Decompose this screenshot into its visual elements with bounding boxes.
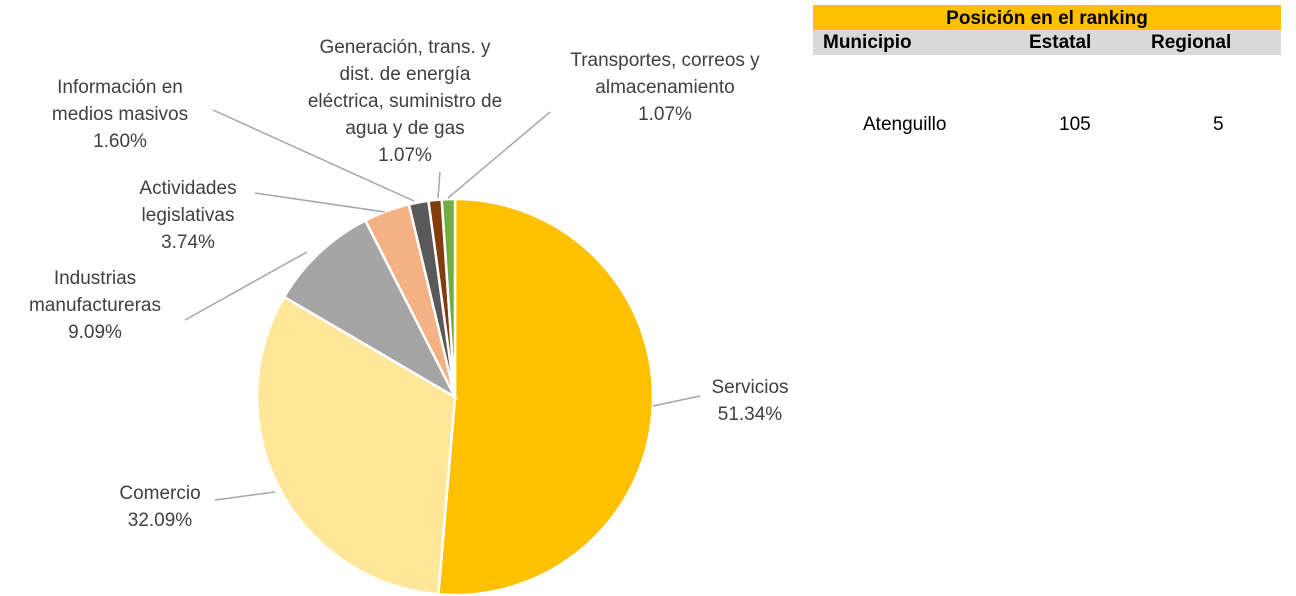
slice-label: Información en medios masivos — [51, 77, 189, 125]
slice-label: Servicios — [711, 377, 789, 398]
table-title: Posición en el ranking — [813, 5, 1281, 30]
slice-label: Industrias manufactureras — [28, 268, 161, 316]
table-header: Municipio Estatal Regional — [813, 30, 1281, 55]
slice-value: 51.34% — [717, 404, 783, 425]
slice-label: Actividades legislativas — [139, 178, 237, 226]
ranking-table: Posición en el ranking Municipio Estatal… — [813, 5, 1281, 135]
header-cell: Regional — [1151, 32, 1232, 53]
slice-value: 9.09% — [68, 322, 122, 343]
leader-line — [214, 491, 276, 501]
slice-value: 1.60% — [93, 131, 147, 152]
slice-value: 32.09% — [127, 510, 193, 531]
pie-slice — [255, 295, 457, 596]
cell: Atenguillo — [863, 114, 947, 135]
slice-value: 1.07% — [638, 104, 692, 125]
table-row: Atenguillo 105 5 — [813, 55, 1281, 135]
leader-line — [212, 109, 415, 202]
cell: 105 — [1059, 114, 1091, 135]
slice-label: Generación, trans. y dist. de energía el… — [307, 37, 503, 139]
slice-label: Transportes, correos y almacenamiento — [570, 50, 760, 98]
leader-line — [254, 192, 386, 213]
header-cell: Estatal — [1029, 32, 1092, 53]
leader-line — [437, 171, 441, 199]
pie-slice — [440, 197, 457, 398]
header-cell: Municipio — [823, 32, 912, 53]
pie-slice — [282, 218, 459, 401]
slice-value: 3.74% — [161, 232, 215, 253]
leader-line — [447, 111, 551, 199]
leader-line — [652, 395, 701, 407]
cell: 5 — [1213, 114, 1224, 135]
pie-slice — [436, 197, 655, 596]
leader-line — [184, 251, 308, 321]
slice-value: 1.07% — [378, 145, 432, 166]
slice-label: Comercio — [119, 483, 201, 504]
